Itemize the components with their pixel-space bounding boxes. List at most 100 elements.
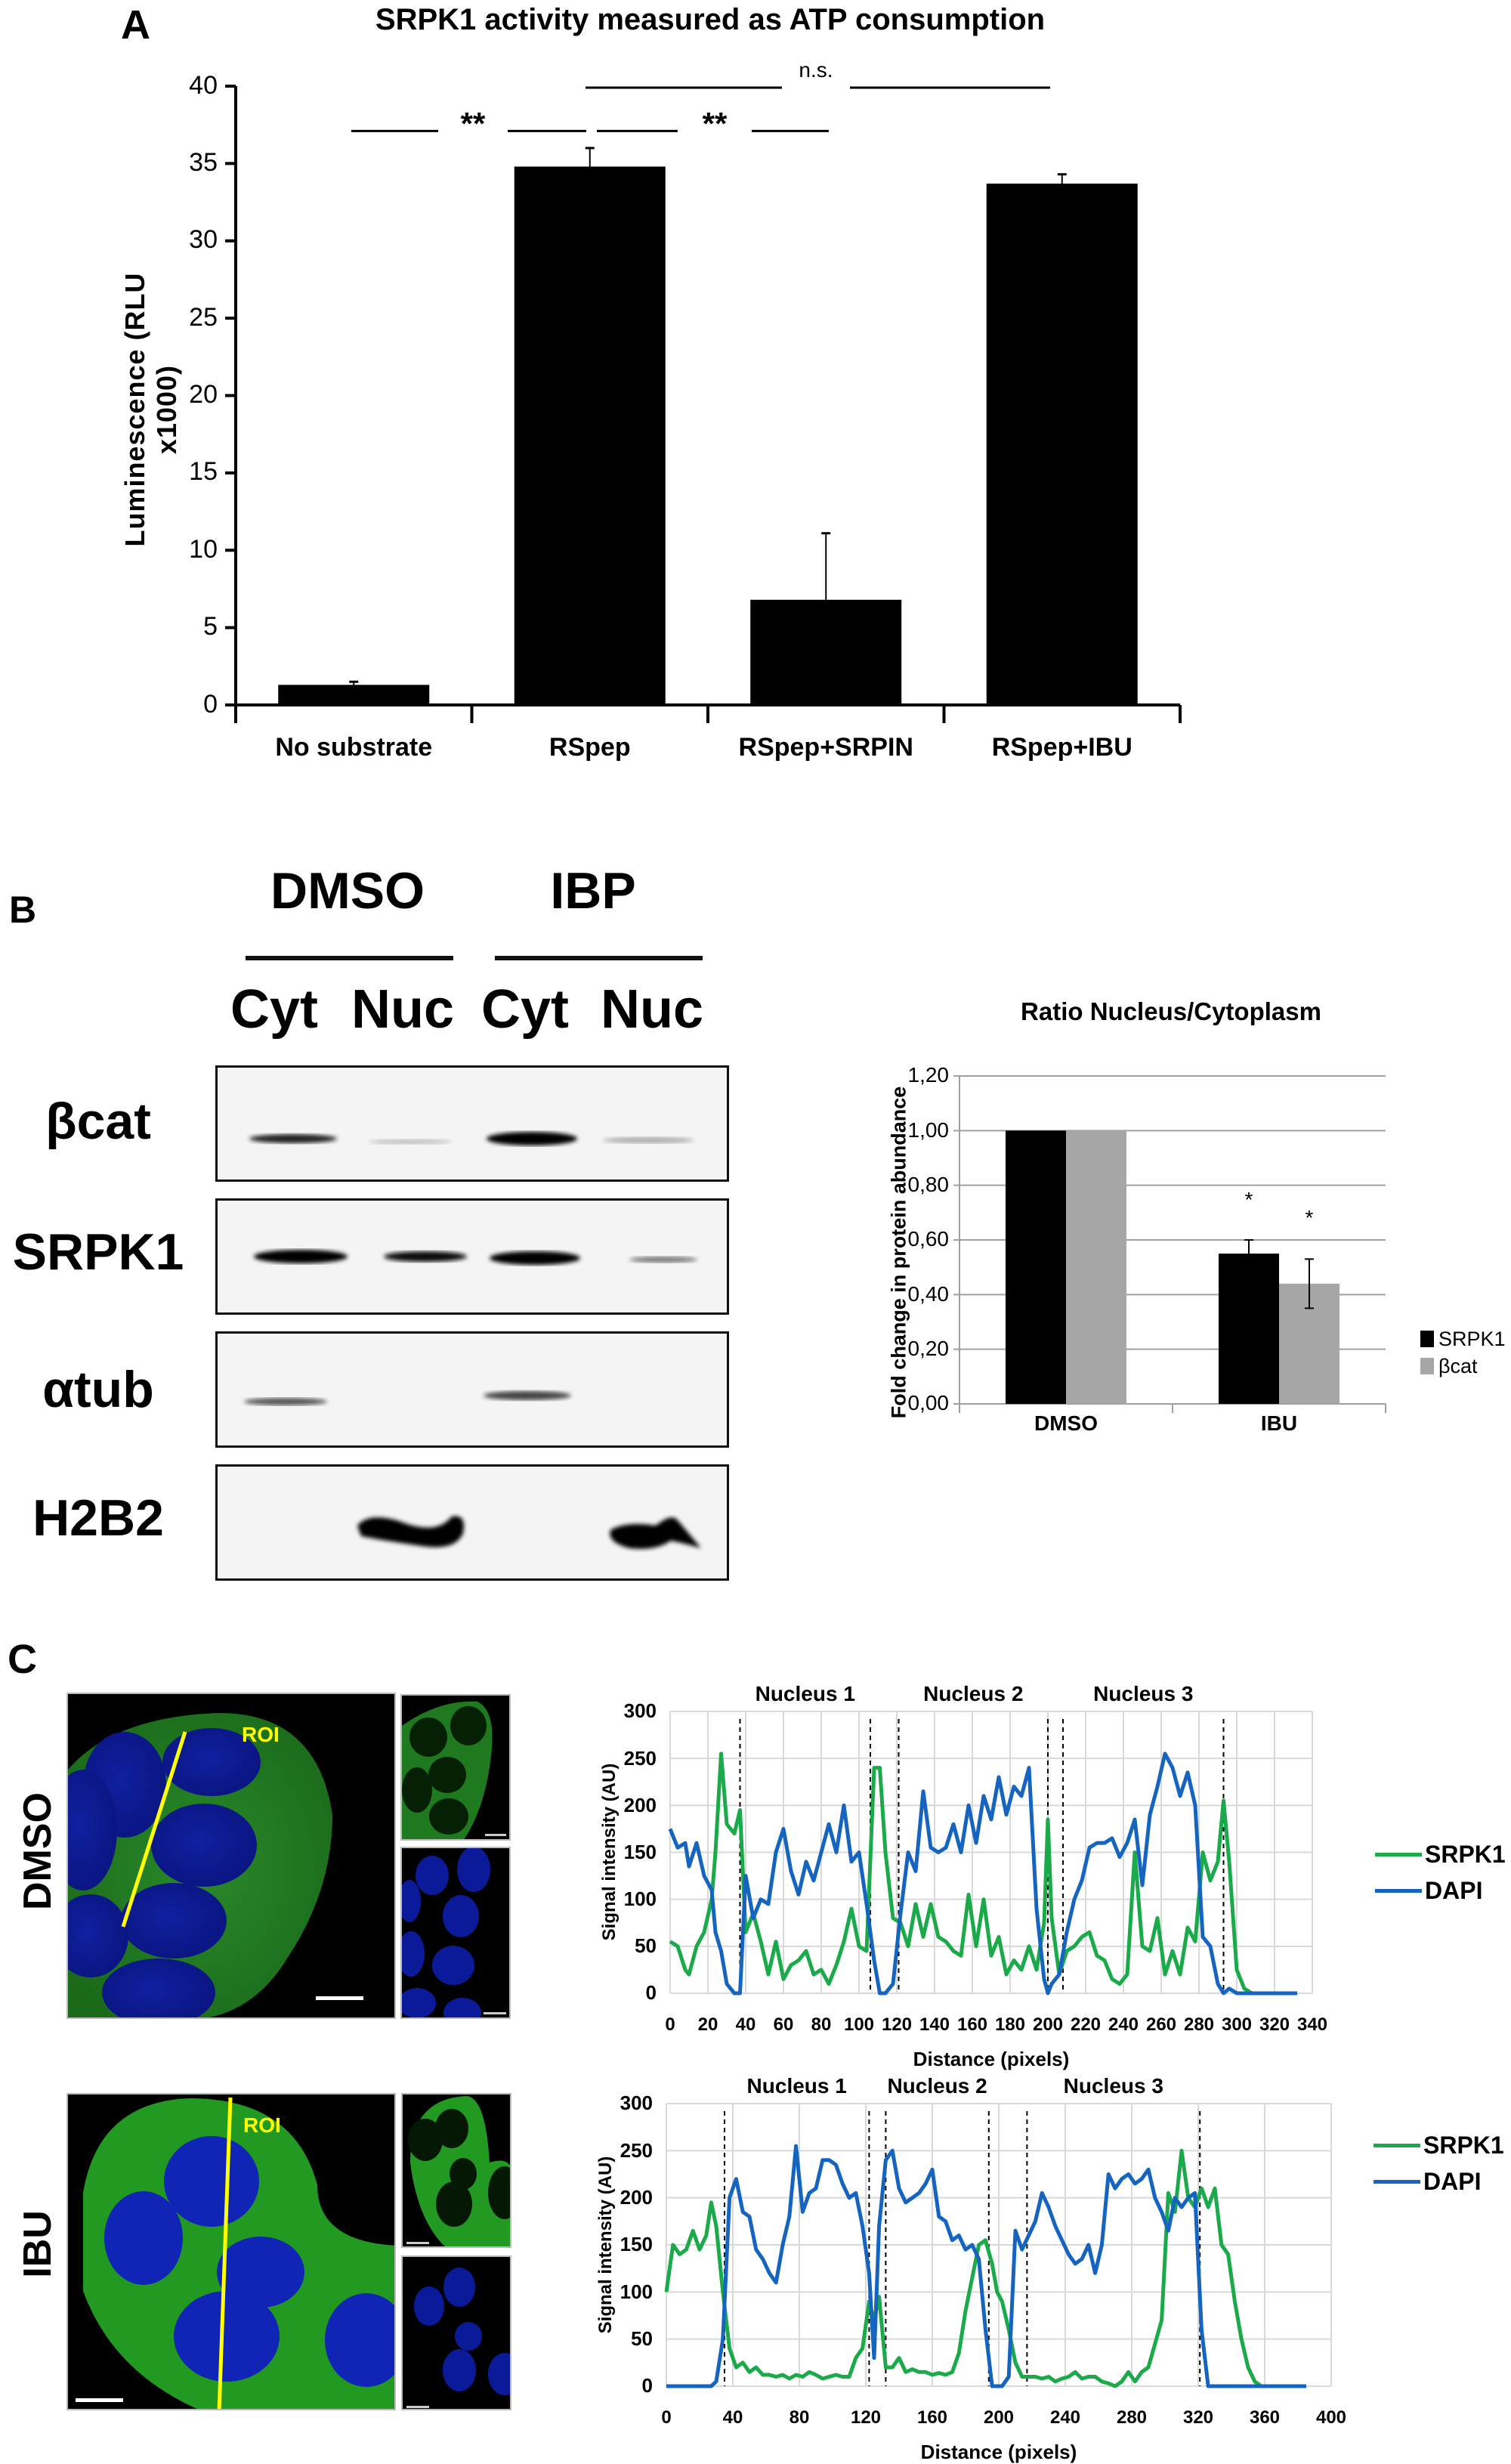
- legend-swatch-dapi: [1373, 2179, 1420, 2184]
- y-tick-label: 0,60: [907, 1227, 950, 1251]
- legend-c-ibu: SRPK1 DAPI: [1373, 2127, 1504, 2200]
- y-tick-label: 15: [189, 457, 218, 487]
- nucleus-region-label: Nucleus 2: [887, 2074, 987, 2098]
- significance-marker: **: [702, 106, 728, 142]
- legend-swatch-srpk1: [1373, 2143, 1420, 2147]
- legend-label-dapi: DAPI: [1425, 1876, 1483, 1904]
- legend-swatch-srpk1: [1375, 1852, 1422, 1857]
- chart-a-title: SRPK1 activity measured as ATP consumpti…: [375, 3, 1046, 36]
- x-tick-label: 240: [1108, 2014, 1139, 2035]
- legend-label-srpk1: SRPK1: [1425, 1840, 1506, 1868]
- x-tick-label: 160: [916, 2407, 948, 2428]
- y-tick-label: 40: [189, 70, 218, 100]
- y-tick-label: 0,20: [907, 1336, 950, 1360]
- blot-strip-srpk1: [215, 1198, 729, 1315]
- significance-marker: *: [1305, 1205, 1314, 1229]
- legend-swatch-dapi: [1375, 1888, 1422, 1893]
- y-tick-label: 0,40: [907, 1281, 950, 1306]
- micrograph-merge-dmso: ROI: [66, 1693, 396, 2019]
- y-tick-label: 25: [189, 302, 218, 332]
- lane-label-cyt-1: Cyt: [230, 979, 319, 1040]
- blot-row-label-h2b2: H2B2: [32, 1489, 164, 1547]
- y-tick-label: 0,80: [907, 1172, 950, 1196]
- y-tick-label: 10: [189, 534, 218, 564]
- legend-label: SRPK1: [1438, 1327, 1506, 1350]
- y-tick-label: 0: [641, 2374, 653, 2398]
- x-category-label: RSpep+IBU: [991, 732, 1132, 762]
- micrograph-srpk1-ibu: [401, 2093, 511, 2248]
- x-tick-label: 260: [1145, 2014, 1177, 2035]
- y-tick-label: 100: [620, 2280, 653, 2303]
- y-tick-label: 200: [623, 1793, 657, 1816]
- lane-label-nuc-2: Nuc: [601, 979, 704, 1040]
- x-tick-label: 160: [956, 2014, 988, 2035]
- roi-label-dmso: ROI: [242, 1723, 280, 1746]
- x-tick-label: 340: [1296, 2014, 1328, 2035]
- y-tick-label: 200: [620, 2186, 653, 2209]
- x-category-label: No substrate: [275, 732, 433, 762]
- nucleus-region-label: Nucleus 3: [1093, 1682, 1194, 1706]
- x-tick-label: 320: [1182, 2407, 1214, 2428]
- micrograph-merge-ibu: ROI: [66, 2093, 396, 2410]
- x-tick-label: 140: [919, 2014, 950, 2035]
- y-tick-label: 0: [203, 689, 218, 719]
- x-tick-label: 80: [789, 2407, 810, 2428]
- x-tick-label: 280: [1183, 2014, 1215, 2035]
- y-tick-label: 250: [620, 2138, 653, 2162]
- x-tick-label: 80: [811, 2014, 832, 2035]
- significance-marker: **: [460, 106, 486, 142]
- x-tick-label: 220: [1070, 2014, 1102, 2035]
- y-tick-label: 1,20: [907, 1063, 950, 1087]
- lane-label-cyt-2: Cyt: [481, 979, 570, 1040]
- y-tick-label: 0: [645, 1981, 657, 2005]
- blot-group-label-dmso: DMSO: [270, 862, 425, 920]
- x-category-label: RSpep: [548, 732, 631, 762]
- y-tick-label: 250: [623, 1746, 657, 1770]
- x-tick-label: 120: [881, 2014, 913, 2035]
- x-tick-label: 200: [983, 2407, 1015, 2428]
- x-category-label: IBU: [1260, 1411, 1298, 1436]
- x-tick-label: 280: [1116, 2407, 1148, 2428]
- x-tick-label: 300: [1221, 2014, 1253, 2035]
- micrograph-srpk1-dmso: [400, 1694, 511, 1841]
- x-tick-label: 200: [1032, 2014, 1064, 2035]
- x-tick-label: 400: [1315, 2407, 1347, 2428]
- y-axis-label: Signal intensity (AU): [599, 1763, 620, 1941]
- nucleus-region-label: Nucleus 3: [1063, 2074, 1163, 2098]
- y-axis-label: Signal intensity (AU): [595, 2156, 616, 2333]
- x-tick-label: 320: [1259, 2014, 1290, 2035]
- roi-label-ibu: ROI: [243, 2113, 281, 2137]
- y-tick-label: 100: [623, 1887, 657, 1911]
- y-tick-label: 50: [631, 2327, 653, 2351]
- x-category-label: DMSO: [1034, 1411, 1098, 1436]
- x-tick-label: 180: [994, 2014, 1026, 2035]
- x-tick-label: 360: [1249, 2407, 1281, 2428]
- blot-row-label-atub: αtub: [42, 1361, 154, 1418]
- blot-group-label-ibp: IBP: [550, 862, 636, 920]
- x-tick-label: 40: [735, 2014, 756, 2035]
- y-tick-label: 5: [203, 612, 218, 642]
- blot-row-label-srpk1: SRPK1: [12, 1223, 184, 1281]
- x-tick-label: 20: [697, 2014, 718, 2035]
- y-tick-label: 20: [189, 380, 218, 410]
- chart-b-title: Ratio Nucleus/Cytoplasm: [1021, 997, 1321, 1025]
- x-tick-label: 0: [661, 2407, 672, 2428]
- chart-b-plot: [953, 1075, 1434, 1413]
- nucleus-region-label: Nucleus 1: [746, 2074, 847, 2098]
- y-tick-label: 1,00: [907, 1118, 950, 1142]
- panel-a-letter: A: [121, 2, 150, 48]
- significance-marker: *: [1244, 1188, 1253, 1212]
- blot-strip-bcat: [215, 1065, 729, 1182]
- legend-c-dmso: SRPK1 DAPI: [1375, 1836, 1506, 1909]
- y-tick-label: 150: [623, 1840, 657, 1863]
- blot-group-bar-ibp: [495, 956, 703, 960]
- x-category-label: RSpep+SRPIN: [738, 732, 913, 762]
- panel-b-letter: B: [9, 889, 37, 931]
- x-axis-label: Distance (pixels): [913, 2048, 1070, 2071]
- x-tick-label: 120: [850, 2407, 882, 2428]
- chart-a-plot: [225, 85, 1182, 723]
- y-tick-label: 30: [189, 225, 218, 255]
- blot-group-bar-dmso: [246, 956, 453, 960]
- nucleus-region-label: Nucleus 1: [755, 1682, 855, 1706]
